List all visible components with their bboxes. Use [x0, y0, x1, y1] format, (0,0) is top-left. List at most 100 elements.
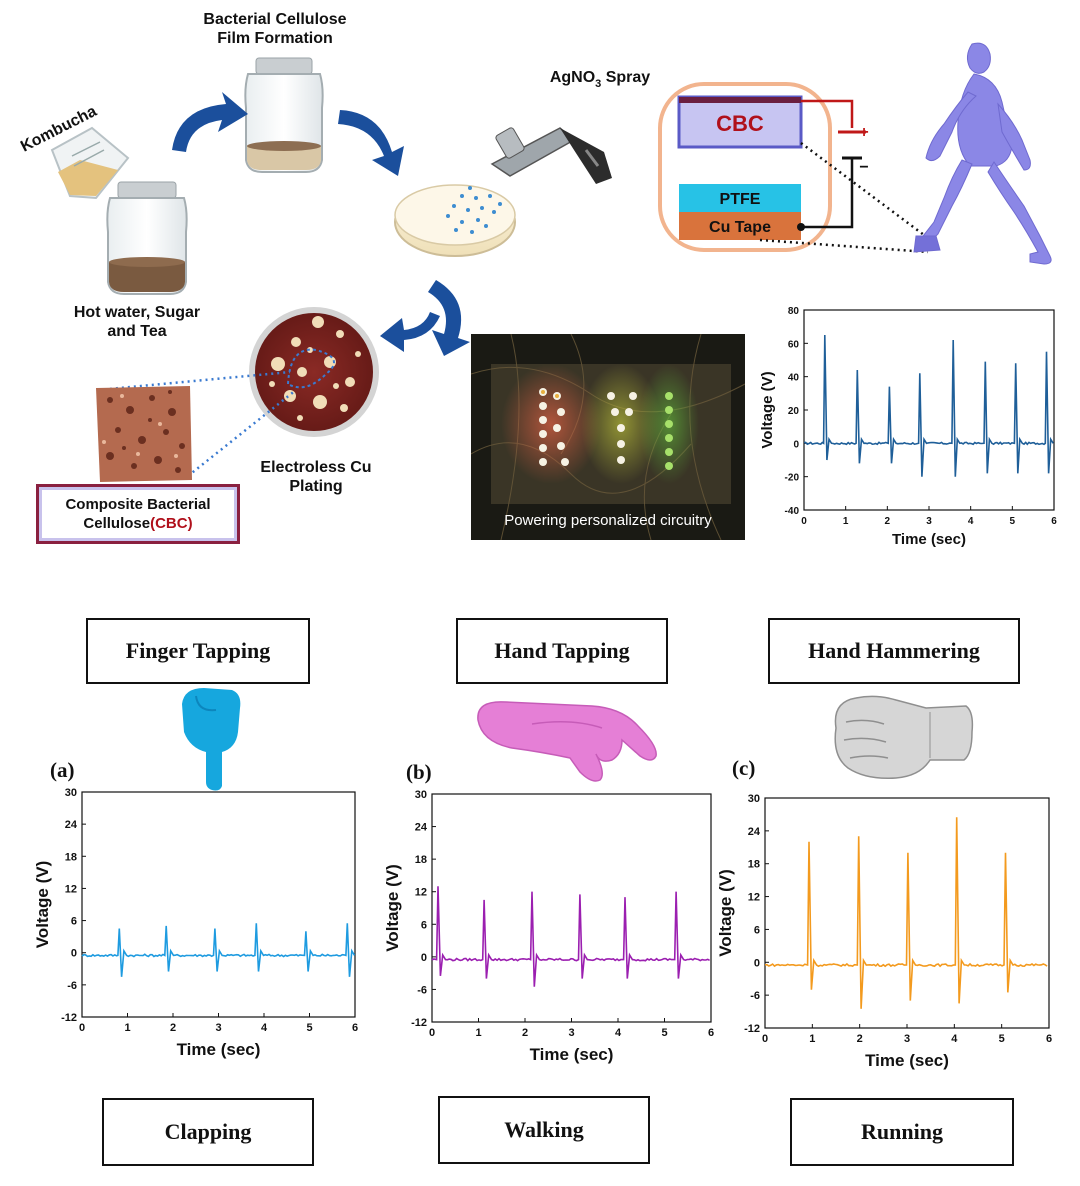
plating-label: Electroless Cu Plating — [238, 458, 394, 496]
x-tick-label: 0 — [79, 1022, 85, 1034]
y-tick-label: -6 — [417, 984, 427, 996]
voltage-series-line — [82, 923, 355, 977]
y-tick-label: 6 — [71, 916, 77, 928]
x-tick-label: 1 — [843, 516, 849, 527]
cellulose-jar-icon — [245, 58, 322, 172]
x-axis-label: Time (sec) — [865, 1051, 949, 1070]
y-tick-label: 0 — [71, 948, 77, 960]
x-tick-label: 5 — [1010, 516, 1016, 527]
cbc-texture-icon — [96, 386, 192, 482]
hot-water-label: Hot water, Sugar and Tea — [52, 303, 222, 341]
panel-c-tag: (c) — [732, 756, 755, 781]
y-tick-label: 24 — [748, 826, 761, 838]
x-tick-label: 4 — [951, 1033, 958, 1045]
hand-tapping-label: Hand Tapping — [456, 618, 668, 684]
minus-terminal-label: − — [859, 159, 868, 176]
y-tick-label: 6 — [421, 919, 427, 931]
y-tick-label: 18 — [65, 851, 77, 863]
cbc-caption-box: Composite Bacterial Cellulose(CBC) — [36, 484, 240, 544]
walking-figure-icon — [914, 43, 1051, 264]
y-tick-label: 12 — [748, 892, 760, 904]
y-tick-label: 0 — [421, 952, 427, 964]
voltage-series-line — [804, 335, 1053, 477]
y-tick-label: -6 — [67, 980, 77, 992]
y-tick-label: 60 — [788, 339, 800, 350]
y-tick-label: -6 — [750, 990, 760, 1002]
plot-frame — [82, 792, 355, 1017]
x-axis-label: Time (sec) — [530, 1045, 614, 1064]
y-tick-label: 40 — [788, 373, 800, 384]
y-tick-label: 30 — [65, 787, 77, 799]
x-axis-label: Time (sec) — [177, 1040, 261, 1059]
y-tick-label: -12 — [411, 1017, 427, 1029]
y-tick-label: -12 — [744, 1023, 760, 1035]
x-tick-label: 6 — [352, 1022, 358, 1034]
x-tick-label: 0 — [801, 516, 807, 527]
spray-gun-icon — [492, 127, 612, 184]
x-tick-label: 2 — [857, 1033, 863, 1045]
tea-jar-icon — [107, 182, 186, 294]
x-tick-label: 3 — [215, 1022, 221, 1034]
led-photo-drawing — [471, 334, 745, 540]
panel-b-tag: (b) — [406, 760, 432, 785]
x-tick-label: 1 — [809, 1033, 815, 1045]
teng-device-diagram — [660, 84, 928, 252]
x-tick-label: 4 — [261, 1022, 268, 1034]
y-tick-label: 18 — [415, 854, 427, 866]
voltage-series-line — [432, 886, 710, 986]
y-axis-label: Voltage (V) — [759, 371, 776, 448]
walking-top-voltage-chart: 0 1 2 3 4 5 6-40-20020406080Time (sec)Voltage … — [752, 300, 1072, 554]
cbc-layer-label: CBC — [716, 111, 764, 136]
y-tick-label: 12 — [65, 883, 77, 895]
finger-tapping-label: Finger Tapping — [86, 618, 310, 684]
ptfe-layer-label: PTFE — [720, 191, 761, 208]
x-tick-label: 3 — [568, 1027, 574, 1039]
photo-caption: Powering personalized circuitry — [471, 512, 745, 529]
y-tick-label: -12 — [61, 1012, 77, 1024]
x-tick-label: 4 — [968, 516, 974, 527]
y-tick-label: -20 — [785, 473, 800, 484]
x-axis-label: Time (sec) — [892, 531, 966, 548]
walking-label: Walking — [438, 1096, 650, 1164]
x-tick-label: 6 — [1051, 516, 1057, 527]
voltage-series-line — [765, 817, 1047, 1009]
x-tick-label: 2 — [522, 1027, 528, 1039]
y-tick-label: 6 — [754, 924, 760, 936]
y-tick-label: 20 — [788, 406, 800, 417]
x-tick-label: 5 — [661, 1027, 667, 1039]
y-tick-label: 18 — [748, 859, 760, 871]
led-circuit-photo: Powering personalized circuitry — [471, 334, 745, 540]
x-tick-label: 1 — [475, 1027, 481, 1039]
y-tick-label: 12 — [415, 887, 427, 899]
film-formation-label: Bacterial Cellulose Film Formation — [180, 10, 370, 48]
y-tick-label: 30 — [748, 793, 760, 805]
x-tick-label: 2 — [170, 1022, 176, 1034]
x-tick-label: 6 — [1046, 1033, 1052, 1045]
y-tick-label: 30 — [415, 789, 427, 801]
x-tick-label: 0 — [429, 1027, 435, 1039]
x-tick-label: 0 — [762, 1033, 768, 1045]
x-tick-label: 5 — [999, 1033, 1005, 1045]
open-hand-icon — [472, 694, 662, 786]
cu-tape-layer-label: Cu Tape — [709, 219, 771, 236]
x-tick-label: 1 — [124, 1022, 130, 1034]
y-tick-label: -40 — [785, 506, 800, 517]
cbc-caption-highlight: (CBC) — [150, 515, 193, 532]
plot-frame — [432, 794, 711, 1022]
x-tick-label: 3 — [904, 1033, 910, 1045]
running-label: Running — [790, 1098, 1014, 1166]
y-axis-label: Voltage (V) — [716, 869, 735, 957]
hand-hammering-label: Hand Hammering — [768, 618, 1020, 684]
panel-a-tag: (a) — [50, 758, 75, 783]
fist-icon — [826, 688, 976, 782]
plus-terminal-label: + — [859, 124, 868, 141]
agno3-spray-label: AgNO3 Spray — [550, 69, 650, 90]
petri-dish-icon — [395, 185, 515, 256]
cu-plated-plate-icon — [252, 310, 376, 434]
y-tick-label: 24 — [65, 819, 78, 831]
pointing-hand-icon — [176, 686, 246, 792]
y-tick-label: 0 — [793, 439, 799, 450]
